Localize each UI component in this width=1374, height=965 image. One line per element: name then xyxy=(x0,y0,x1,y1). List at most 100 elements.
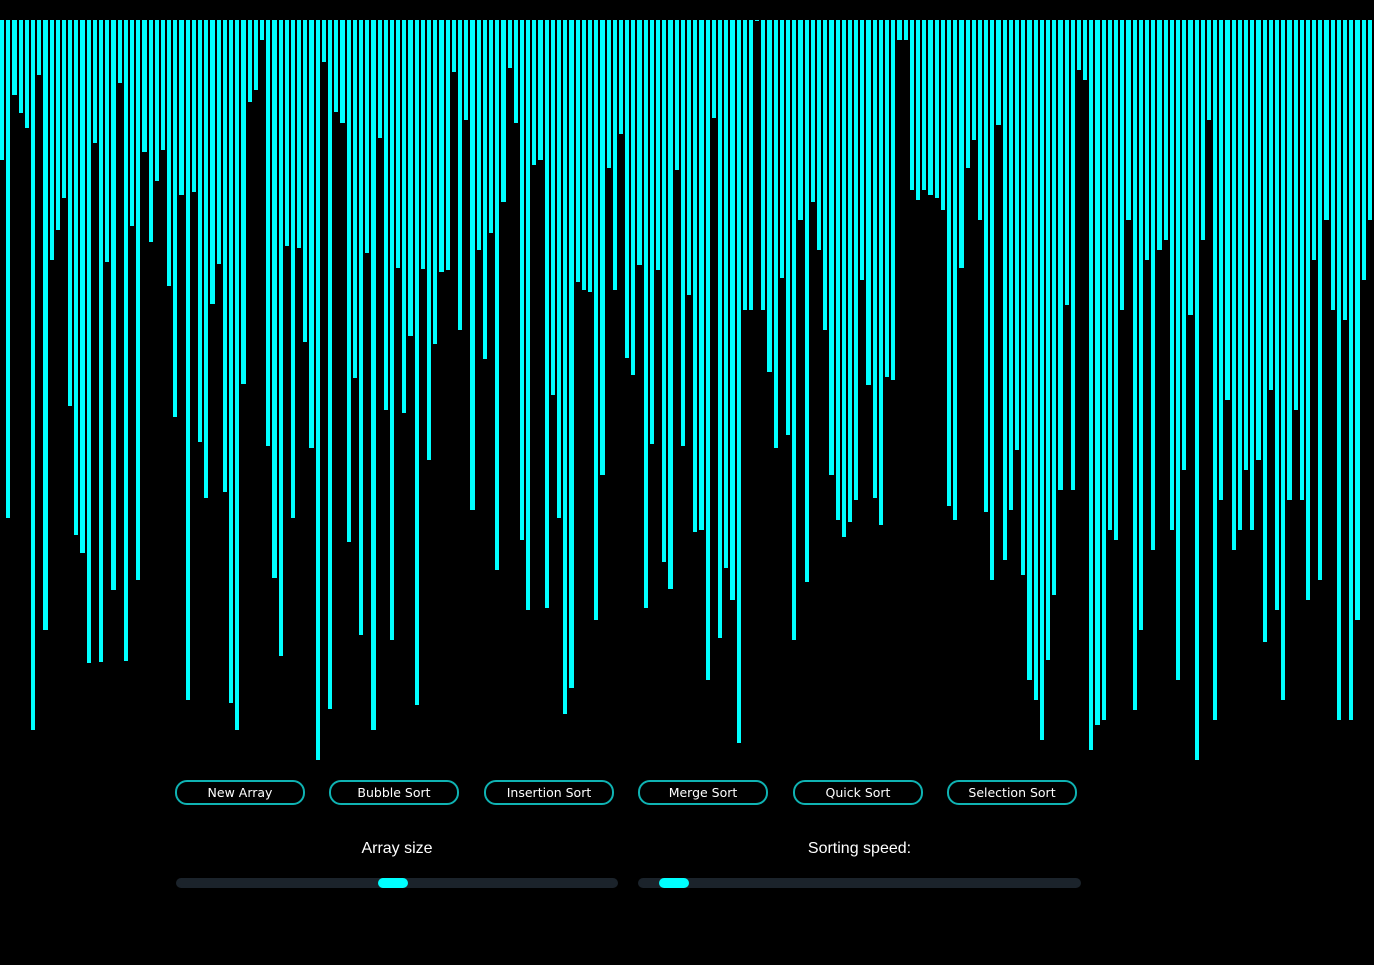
quick-sort-button[interactable]: Quick Sort xyxy=(793,780,923,805)
array-bar xyxy=(959,20,964,268)
array-bar xyxy=(86,20,91,663)
array-bar xyxy=(742,20,747,310)
array-bar xyxy=(408,20,413,336)
array-bar xyxy=(1145,20,1150,260)
array-bar xyxy=(1027,20,1032,680)
array-bar xyxy=(1039,20,1044,740)
array-bar xyxy=(773,20,778,448)
array-bar xyxy=(860,20,865,280)
array-bar xyxy=(1033,20,1038,700)
array-bar xyxy=(1008,20,1014,510)
array-bar xyxy=(1151,20,1156,550)
array-bar xyxy=(198,20,203,442)
array-bar xyxy=(191,20,197,192)
array-size-slider-thumb[interactable] xyxy=(377,878,408,888)
array-bar xyxy=(625,20,630,358)
array-bar xyxy=(1052,20,1057,595)
array-bar xyxy=(1002,20,1007,560)
array-bar xyxy=(606,20,611,168)
array-bar xyxy=(1132,20,1137,710)
array-bar xyxy=(1045,20,1051,660)
array-bar xyxy=(389,20,395,640)
array-bar xyxy=(241,20,246,384)
bubble-sort-button[interactable]: Bubble Sort xyxy=(329,780,459,805)
array-bar xyxy=(662,20,667,562)
sorting-speed-slider-thumb[interactable] xyxy=(658,878,689,888)
array-bar xyxy=(1175,20,1181,680)
array-bar xyxy=(148,20,153,242)
array-bar xyxy=(142,20,147,152)
array-bar xyxy=(1213,20,1218,720)
array-bar xyxy=(290,20,296,518)
array-bar xyxy=(396,20,401,268)
array-bar xyxy=(674,20,679,170)
array-bar xyxy=(1343,20,1348,320)
array-bar xyxy=(755,20,760,21)
array-bar xyxy=(1274,20,1280,610)
array-size-slider[interactable] xyxy=(176,878,618,888)
array-bar xyxy=(420,20,426,269)
array-bar xyxy=(1287,20,1292,500)
array-bar xyxy=(922,20,927,190)
array-bar xyxy=(928,20,933,195)
array-bar xyxy=(451,20,456,72)
array-bar xyxy=(1361,20,1366,280)
array-bar xyxy=(804,20,809,582)
array-bar xyxy=(111,20,116,590)
array-bar xyxy=(1188,20,1193,315)
array-bar xyxy=(816,20,822,250)
array-bar xyxy=(129,20,135,226)
merge-sort-button[interactable]: Merge Sort xyxy=(638,780,768,805)
array-bar xyxy=(717,20,723,638)
array-bar xyxy=(30,20,36,730)
array-bar xyxy=(99,20,104,662)
bars-container xyxy=(0,20,1374,765)
array-bar xyxy=(990,20,995,580)
array-bar xyxy=(996,20,1001,125)
array-bar xyxy=(458,20,463,330)
array-bar xyxy=(581,20,586,290)
array-bar xyxy=(1070,20,1075,490)
sorting-speed-slider[interactable] xyxy=(638,878,1081,888)
array-bar xyxy=(247,20,252,102)
selection-sort-button[interactable]: Selection Sort xyxy=(947,780,1077,805)
array-bar xyxy=(513,20,518,123)
array-bar xyxy=(940,20,945,210)
array-bar xyxy=(971,20,976,140)
array-bar xyxy=(383,20,388,410)
array-bar xyxy=(1058,20,1063,490)
array-bar xyxy=(68,20,73,406)
array-bar xyxy=(903,20,908,40)
insertion-sort-button[interactable]: Insertion Sort xyxy=(484,780,614,805)
array-bar xyxy=(365,20,370,253)
array-bar xyxy=(1076,20,1082,70)
array-bar xyxy=(618,20,624,134)
array-bar xyxy=(303,20,308,342)
array-bar xyxy=(711,20,716,118)
array-bar xyxy=(371,20,376,730)
array-bar xyxy=(724,20,729,568)
new-array-button[interactable]: New Array xyxy=(175,780,305,805)
array-bar xyxy=(49,20,54,260)
array-bar xyxy=(123,20,128,661)
array-bar xyxy=(272,20,277,578)
array-bar xyxy=(977,20,983,220)
array-bar xyxy=(1126,20,1131,220)
array-bar xyxy=(823,20,828,330)
array-bar xyxy=(594,20,599,620)
array-bar xyxy=(643,20,648,608)
array-bar xyxy=(117,20,122,83)
array-bar xyxy=(841,20,846,537)
array-bar xyxy=(680,20,685,446)
array-bar xyxy=(984,20,989,512)
array-bar xyxy=(216,20,221,264)
array-bar xyxy=(476,20,481,250)
array-bar xyxy=(1206,20,1212,120)
array-bar xyxy=(1237,20,1243,530)
array-bar xyxy=(767,20,772,372)
array-bar xyxy=(544,20,549,608)
array-bar xyxy=(532,20,537,165)
array-bar xyxy=(55,20,60,230)
array-bar xyxy=(575,20,580,282)
array-bar xyxy=(501,20,506,202)
